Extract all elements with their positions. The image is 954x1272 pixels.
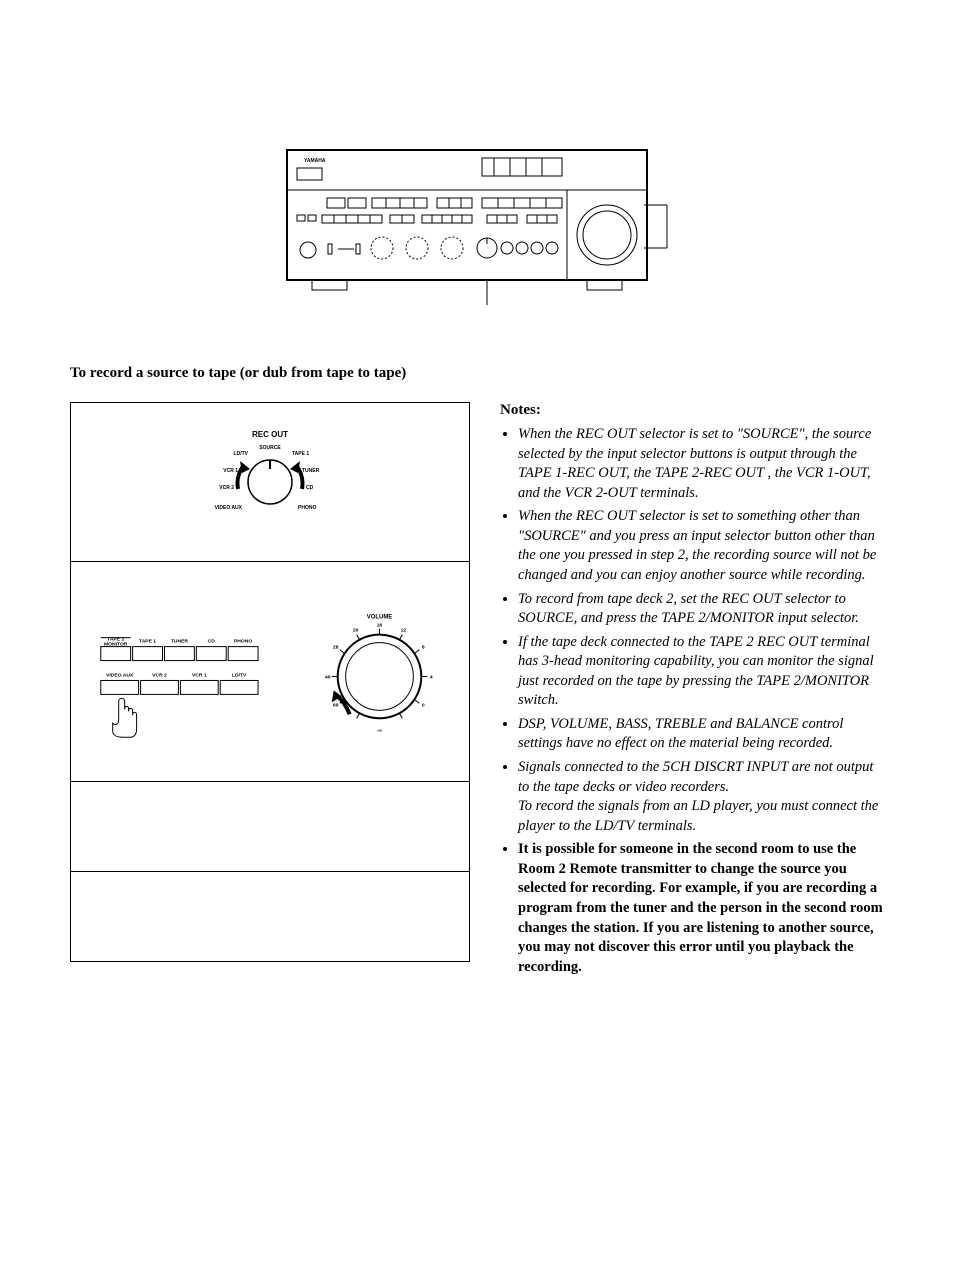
svg-text:16: 16: [377, 623, 383, 629]
step-box-3: [70, 782, 470, 872]
rec-out-dial-svg: REC OUT SOURCE LD/TV TAPE 1 VCR 1 TUNER …: [170, 417, 370, 547]
steps-column: REC OUT SOURCE LD/TV TAPE 1 VCR 1 TUNER …: [70, 402, 470, 981]
note-item: When the REC OUT selector is set to "SOU…: [518, 425, 884, 503]
notes-list: When the REC OUT selector is set to "SOU…: [500, 425, 884, 977]
svg-text:4: 4: [430, 674, 433, 680]
note-item-bold: It is possible for someone in the second…: [518, 840, 884, 977]
input-volume-svg: TAPE 2MONITOR TAPE 1 TUNER CD PHONO VID: [70, 562, 470, 781]
note-item: When the REC OUT selector is set to some…: [518, 507, 884, 585]
device-svg: YAMAHA: [282, 140, 672, 310]
note-item: If the tape deck connected to the TAPE 2…: [518, 633, 884, 711]
note-item: To record from tape deck 2, set the REC …: [518, 590, 884, 629]
rec-out-title: REC OUT: [252, 430, 288, 439]
svg-text:VCR 2: VCR 2: [219, 485, 234, 491]
note-item: Signals connected to the 5CH DISCRT INPU…: [518, 758, 884, 836]
svg-text:8: 8: [422, 645, 425, 651]
svg-text:VCR 1: VCR 1: [223, 468, 238, 474]
notes-title: Notes:: [500, 402, 884, 419]
device-front-panel-figure: YAMAHA: [70, 140, 884, 315]
step-rec-out: REC OUT SOURCE LD/TV TAPE 1 VCR 1 TUNER …: [70, 402, 470, 562]
svg-text:VCR 2: VCR 2: [152, 672, 167, 678]
brand-label: YAMAHA: [304, 158, 326, 164]
sel-tape2-label: TAPE 2MONITOR: [104, 637, 128, 648]
svg-text:TUNER: TUNER: [171, 639, 189, 645]
notes-column: Notes: When the REC OUT selector is set …: [500, 402, 884, 981]
note-item: DSP, VOLUME, BASS, TREBLE and BALANCE co…: [518, 715, 884, 754]
svg-text:LD/TV: LD/TV: [234, 451, 249, 457]
svg-text:40: 40: [325, 674, 331, 680]
step-input-volume: TAPE 2MONITOR TAPE 1 TUNER CD PHONO VID: [70, 562, 470, 782]
hand-pointer-icon: [113, 698, 137, 737]
svg-text:12: 12: [401, 628, 407, 634]
svg-text:TAPE 1: TAPE 1: [292, 451, 309, 457]
svg-text:PHONO: PHONO: [298, 505, 316, 511]
svg-text:TUNER: TUNER: [302, 468, 320, 474]
svg-text:CD: CD: [306, 485, 314, 491]
svg-text:28: 28: [333, 645, 339, 651]
svg-text:SOURCE: SOURCE: [259, 445, 281, 451]
svg-text:TAPE 1: TAPE 1: [139, 639, 156, 645]
svg-text:0: 0: [422, 702, 425, 708]
svg-text:-∞: -∞: [377, 729, 383, 734]
svg-text:VIDEO AUX: VIDEO AUX: [106, 672, 134, 678]
svg-text:60: 60: [333, 702, 339, 708]
svg-text:20: 20: [353, 628, 359, 634]
step-box-4: [70, 872, 470, 962]
svg-text:CD: CD: [208, 639, 216, 645]
svg-text:VOLUME: VOLUME: [367, 615, 393, 621]
svg-text:VIDEO AUX: VIDEO AUX: [215, 505, 243, 511]
section-heading: To record a source to tape (or dub from …: [70, 365, 884, 382]
svg-text:PHONO: PHONO: [234, 639, 252, 645]
svg-text:VCR 1: VCR 1: [192, 672, 207, 678]
svg-text:LD/TV: LD/TV: [232, 672, 247, 678]
